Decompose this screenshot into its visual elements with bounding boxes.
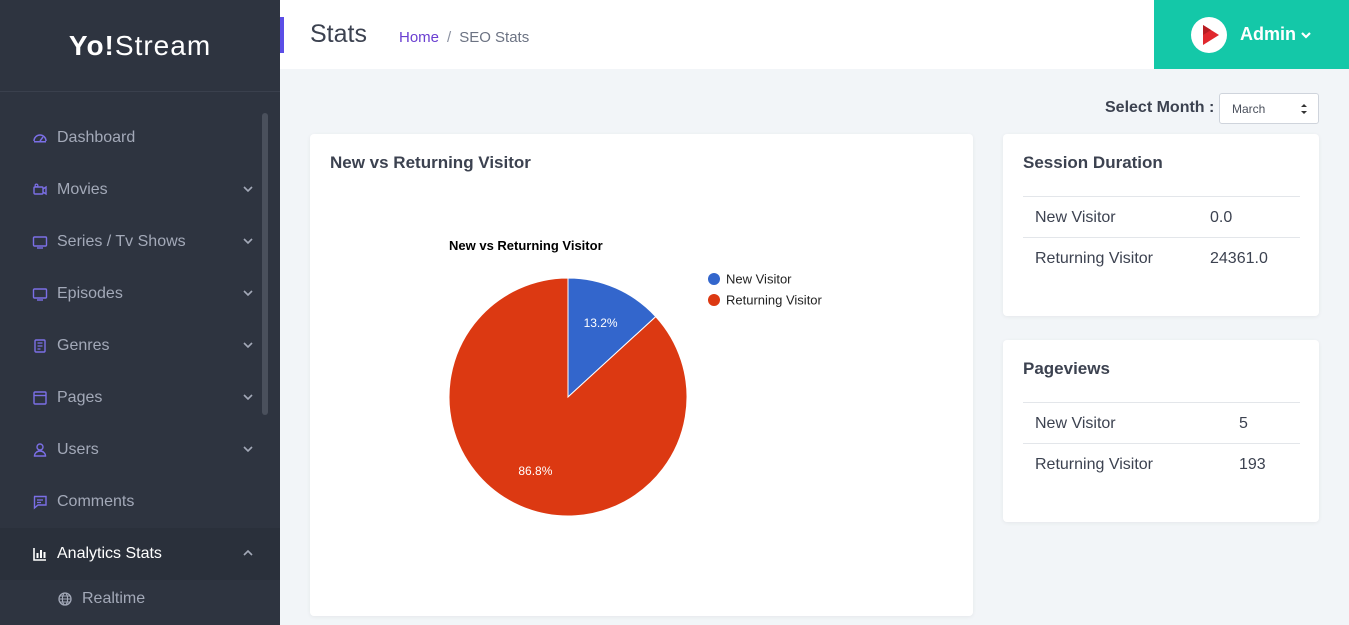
sidebar-item-label: Pages: [57, 389, 103, 406]
user-name: Admin: [1240, 24, 1296, 44]
row-label: Returning Visitor: [1035, 250, 1153, 267]
session-duration-title: Session Duration: [1023, 153, 1163, 172]
sidebar-item-label: Series / Tv Shows: [57, 233, 186, 250]
row-label: New Visitor: [1035, 209, 1116, 226]
sidebar-item-analytics-stats[interactable]: Analytics Stats: [0, 528, 280, 580]
pageviews-title: Pageviews: [1023, 359, 1110, 378]
breadcrumb-separator: /: [447, 29, 452, 46]
comment-icon: [32, 494, 48, 510]
chevron-up-icon: [243, 549, 253, 556]
chevron-down-icon: [243, 290, 253, 297]
user-menu-button[interactable]: Admin: [1154, 0, 1349, 69]
sidebar-scrollbar[interactable]: [262, 113, 268, 415]
logo-bold: Yo!: [68, 29, 115, 61]
table-row: New Visitor 0.0: [1023, 197, 1300, 238]
chevron-down-icon: [243, 394, 253, 401]
chart-title: New vs Returning Visitor: [449, 238, 603, 253]
avatar: [1191, 16, 1227, 53]
table-row: Returning Visitor 24361.0: [1023, 238, 1300, 279]
chart-legend: New Visitor Returning Visitor: [708, 272, 823, 308]
sidebar-item-label: Dashboard: [57, 129, 136, 146]
pie-chart: New vs Returning Visitor 13.2% 86.8% New …: [448, 238, 823, 517]
sidebar: Yo! Stream Dashboard Movies Series / Tv S…: [0, 0, 280, 625]
logo-rest: Stream: [114, 29, 212, 61]
play-logo-icon: [1203, 24, 1219, 45]
session-duration-card: Session Duration New Visitor 0.0 Returni…: [1003, 134, 1319, 316]
legend-marker: [708, 294, 720, 306]
dashboard-icon: [32, 130, 48, 146]
pie-slice-new-visitor[interactable]: [567, 277, 657, 399]
select-month-label: Select Month :: [1105, 99, 1215, 116]
breadcrumb-current: SEO Stats: [459, 29, 530, 46]
sidebar-nav: Dashboard Movies Series / Tv Shows Episo…: [0, 112, 280, 618]
pie-slices: [448, 277, 688, 517]
legend-label[interactable]: Returning Visitor: [726, 293, 823, 308]
book-icon: [32, 338, 48, 354]
sidebar-item-label: Episodes: [57, 285, 123, 302]
select-arrows-icon: [1301, 104, 1307, 114]
sidebar-item-label: Movies: [57, 181, 108, 198]
sidebar-subitem-realtime[interactable]: Realtime: [0, 580, 280, 618]
pie-slice-returning-visitor[interactable]: [448, 277, 688, 517]
sidebar-item-episodes[interactable]: Episodes: [0, 268, 280, 320]
sidebar-item-label: Users: [57, 441, 99, 458]
sidebar-item-movies[interactable]: Movies: [0, 164, 280, 216]
sidebar-item-pages[interactable]: Pages: [0, 372, 280, 424]
month-select-value: March: [1232, 102, 1266, 116]
session-duration-table: New Visitor 0.0 Returning Visitor 24361.…: [1023, 196, 1300, 279]
page-icon: [32, 390, 48, 406]
breadcrumb-home-link[interactable]: Home: [399, 29, 440, 46]
pie-value-label: 86.8%: [518, 464, 552, 478]
camera-icon: [32, 182, 48, 198]
sidebar-item-genres[interactable]: Genres: [0, 320, 280, 372]
chevron-down-icon: [1301, 31, 1311, 39]
sidebar-subitem-label: Realtime: [82, 590, 146, 607]
pie-labels: 13.2% 86.8%: [518, 316, 618, 478]
table-row: New Visitor 5: [1023, 403, 1300, 444]
chevron-down-icon: [243, 186, 253, 193]
table-row: Returning Visitor 193: [1023, 444, 1300, 485]
row-value: 24361.0: [1210, 250, 1268, 267]
breadcrumb: Home / SEO Stats: [399, 29, 529, 46]
row-label: Returning Visitor: [1035, 456, 1153, 473]
user-icon: [32, 442, 48, 458]
chevron-down-icon: [243, 238, 253, 245]
tv-icon: [32, 234, 48, 250]
bar-chart-icon: [32, 546, 48, 562]
row-value: 0.0: [1210, 209, 1233, 226]
sidebar-item-dashboard[interactable]: Dashboard: [0, 112, 280, 164]
row-value: 5: [1239, 415, 1248, 432]
sidebar-item-label: Analytics Stats: [57, 545, 162, 562]
sidebar-item-comments[interactable]: Comments: [0, 476, 280, 528]
title-accent-bar: [280, 17, 284, 53]
chart-card-title: New vs Returning Visitor: [330, 153, 531, 172]
chevron-down-icon: [243, 446, 253, 453]
sidebar-item-label: Comments: [57, 493, 135, 510]
logo[interactable]: Yo! Stream: [0, 0, 280, 92]
chevron-down-icon: [243, 342, 253, 349]
sidebar-item-label: Genres: [57, 337, 110, 354]
visitor-chart-card: New vs Returning Visitor New vs Returnin…: [310, 134, 973, 616]
row-value: 193: [1239, 456, 1266, 473]
tv-icon: [32, 286, 48, 302]
legend-marker: [708, 273, 720, 285]
pageviews-card: Pageviews New Visitor 5 Returning Visito…: [1003, 340, 1319, 522]
month-select[interactable]: March: [1219, 93, 1319, 124]
sidebar-item-users[interactable]: Users: [0, 424, 280, 476]
sidebar-item-series[interactable]: Series / Tv Shows: [0, 216, 280, 268]
legend-label[interactable]: New Visitor: [726, 272, 792, 287]
pageviews-table: New Visitor 5 Returning Visitor 193: [1023, 402, 1300, 485]
pie-value-label: 13.2%: [584, 316, 618, 330]
page-title: Stats: [310, 20, 367, 48]
row-label: New Visitor: [1035, 415, 1116, 432]
globe-icon: [57, 591, 73, 607]
